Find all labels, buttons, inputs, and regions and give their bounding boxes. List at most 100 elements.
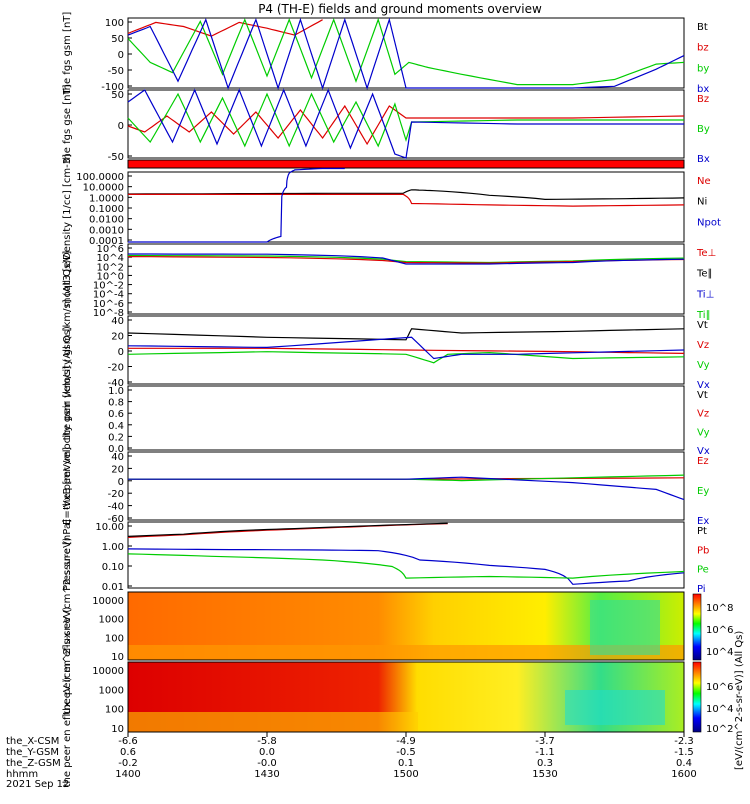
y-tick-label: 0.0010 — [89, 225, 124, 236]
colorbar-tick-4: 10^6 — [706, 682, 733, 693]
legend-Ti⊥: Ti⊥ — [696, 289, 714, 300]
panel-7: 1.00.80.60.40.20.0 the peer velocity gsm … — [62, 326, 710, 510]
series-npot-line — [128, 167, 345, 243]
x-row-label: hhmm — [6, 769, 38, 780]
y-tick-label: 0 — [118, 50, 124, 61]
series-ti∥-line — [127, 254, 685, 264]
legend-Te∥: Te∥ — [696, 269, 713, 280]
y-tick-label: 100 — [105, 633, 124, 644]
legend-bz: bz — [697, 43, 709, 54]
electron-heatmap-green-patch — [565, 690, 665, 725]
x-axis: the_X-CSM -6.6 -5.8 -4.9 -3.7 -2.3 the_Y-GSM 0.… — [6, 732, 697, 780]
colorbar-upper — [692, 593, 702, 661]
y-tick-label: 0 — [118, 121, 124, 132]
x-tick-label: 1430 — [254, 769, 279, 780]
x-tick-label: -0.5 — [396, 747, 416, 758]
colorbar-tick-1: 10^8 — [706, 603, 733, 614]
legend-Ni: Ni — [697, 197, 707, 208]
x-tick-label: 0.0 — [259, 747, 275, 758]
y-tick-label: 0.0 — [108, 444, 124, 455]
panel-4: 100.000010.00001.00000.10000.01000.00100… — [62, 154, 721, 260]
legend-Vy: Vy — [697, 360, 710, 371]
legend-Bz: Bz — [697, 94, 709, 105]
panel-frame — [127, 451, 685, 521]
y-tick-label: 10^-8 — [93, 308, 124, 319]
legend-Ey: Ey — [697, 486, 709, 497]
y-axis-label: the peer velocity gsm [km/s] (All Qs) — [62, 326, 73, 510]
legend-Vz: Vz — [697, 409, 709, 420]
y-tick-label: 10.00 — [95, 522, 124, 533]
y-tick-label: 0.4 — [108, 421, 124, 432]
y-axis-label: the peer en eflux eV (cm^2-s-sr-eV) — [62, 607, 73, 788]
legend-Vz: Vz — [697, 340, 709, 351]
y-tick-label: 1000 — [99, 685, 124, 696]
y-tick-label: 10^6 — [97, 244, 124, 255]
series-by-line — [127, 17, 685, 86]
panel-frame — [127, 521, 685, 589]
y-tick-label: 100 — [105, 705, 124, 716]
y-tick-label: 0.0100 — [89, 215, 124, 226]
series-vy-line — [127, 351, 685, 364]
colorbar-tick-3: 10^4 — [706, 647, 733, 658]
y-axis-label: the fgs gse [nT] — [62, 84, 73, 163]
y-tick-label: 10^-6 — [93, 299, 124, 310]
y-tick-label: -50 — [108, 152, 124, 163]
y-tick-label: 10^2 — [97, 262, 124, 273]
x-tick-label: -4.9 — [396, 736, 416, 747]
y-axis-label: Density [1/cc] [cm-3] — [62, 154, 73, 260]
y-tick-label: 0.01 — [102, 582, 124, 593]
y-tick-label: 0.1000 — [89, 204, 124, 215]
x-tick-label: -0.0 — [257, 758, 277, 769]
x-row-label: the_Z-GSM — [6, 758, 61, 769]
y-tick-label: 0.6 — [108, 409, 124, 420]
panel-6: 40 20 0 -20 -40 the peir velocity gsm [km/s] … — [62, 260, 710, 441]
panel-1: 100 50 0 -50 -100 the fgs gsm [nT] Bt bz by bx — [62, 12, 709, 95]
y-tick-label: 20 — [111, 464, 124, 475]
legend-Ti∥: Ti∥ — [696, 310, 711, 321]
y-tick-label: 10.0000 — [83, 183, 124, 194]
legend-by: by — [697, 63, 709, 74]
y-tick-label: 10 — [111, 652, 124, 663]
legend-Pi: Pi — [697, 584, 706, 595]
colorbar-tick-5: 10^4 — [706, 704, 733, 715]
legend-Ne: Ne — [697, 176, 711, 187]
x-tick-label: 1600 — [671, 769, 696, 780]
y-tick-label: 0 — [118, 477, 124, 488]
colorbar-label: [eV/(cm^2-s-sr-eV)] (All Qs) — [734, 631, 745, 770]
legend-Pb: Pb — [697, 545, 709, 556]
heatmap-axis-10: 10000 1000 100 10 the peer en eflux eV (cm^2… — [62, 607, 124, 788]
y-tick-label: -100 — [101, 82, 124, 93]
heatmap-axis-9: 10000 1000 100 10 the peir en eflux eV (cm^2… — [62, 537, 124, 714]
y-tick-label: 10^4 — [97, 253, 124, 264]
series-vt-line — [127, 328, 685, 341]
legend-Bx: Bx — [697, 154, 710, 165]
y-axis-label: the fgs gsm [nT] — [62, 12, 73, 95]
legend-Vy: Vy — [697, 427, 710, 438]
legend-Bt: Bt — [697, 22, 708, 33]
series-ne-line — [128, 193, 685, 207]
y-tick-label: 20 — [111, 332, 124, 343]
status-strip — [128, 160, 684, 168]
y-tick-label: 40 — [111, 452, 124, 463]
y-tick-label: 10^-2 — [93, 281, 124, 292]
series-pe-line — [127, 553, 685, 579]
y-tick-label: 1.0000 — [89, 193, 124, 204]
x-tick-label: 0.3 — [537, 758, 553, 769]
x-tick-label: 0.1 — [398, 758, 414, 769]
ion-heatmap-low-band — [128, 645, 684, 660]
panel-frame — [127, 243, 685, 315]
x-tick-label: -5.8 — [257, 736, 277, 747]
figure-title: P4 (TH-E) fields and ground moments over… — [258, 2, 542, 16]
y-tick-label: -40 — [108, 378, 124, 389]
legend-Vt: Vt — [697, 390, 708, 401]
series-bz-line — [127, 19, 323, 37]
x-tick-label: 1500 — [393, 769, 418, 780]
ion-eflux-heatmap — [127, 591, 685, 661]
electron-eflux-heatmap — [127, 661, 685, 733]
y-tick-label: -60 — [108, 514, 124, 525]
colorbar-tick-2: 10^6 — [706, 625, 733, 636]
series-pt-line — [127, 522, 448, 537]
